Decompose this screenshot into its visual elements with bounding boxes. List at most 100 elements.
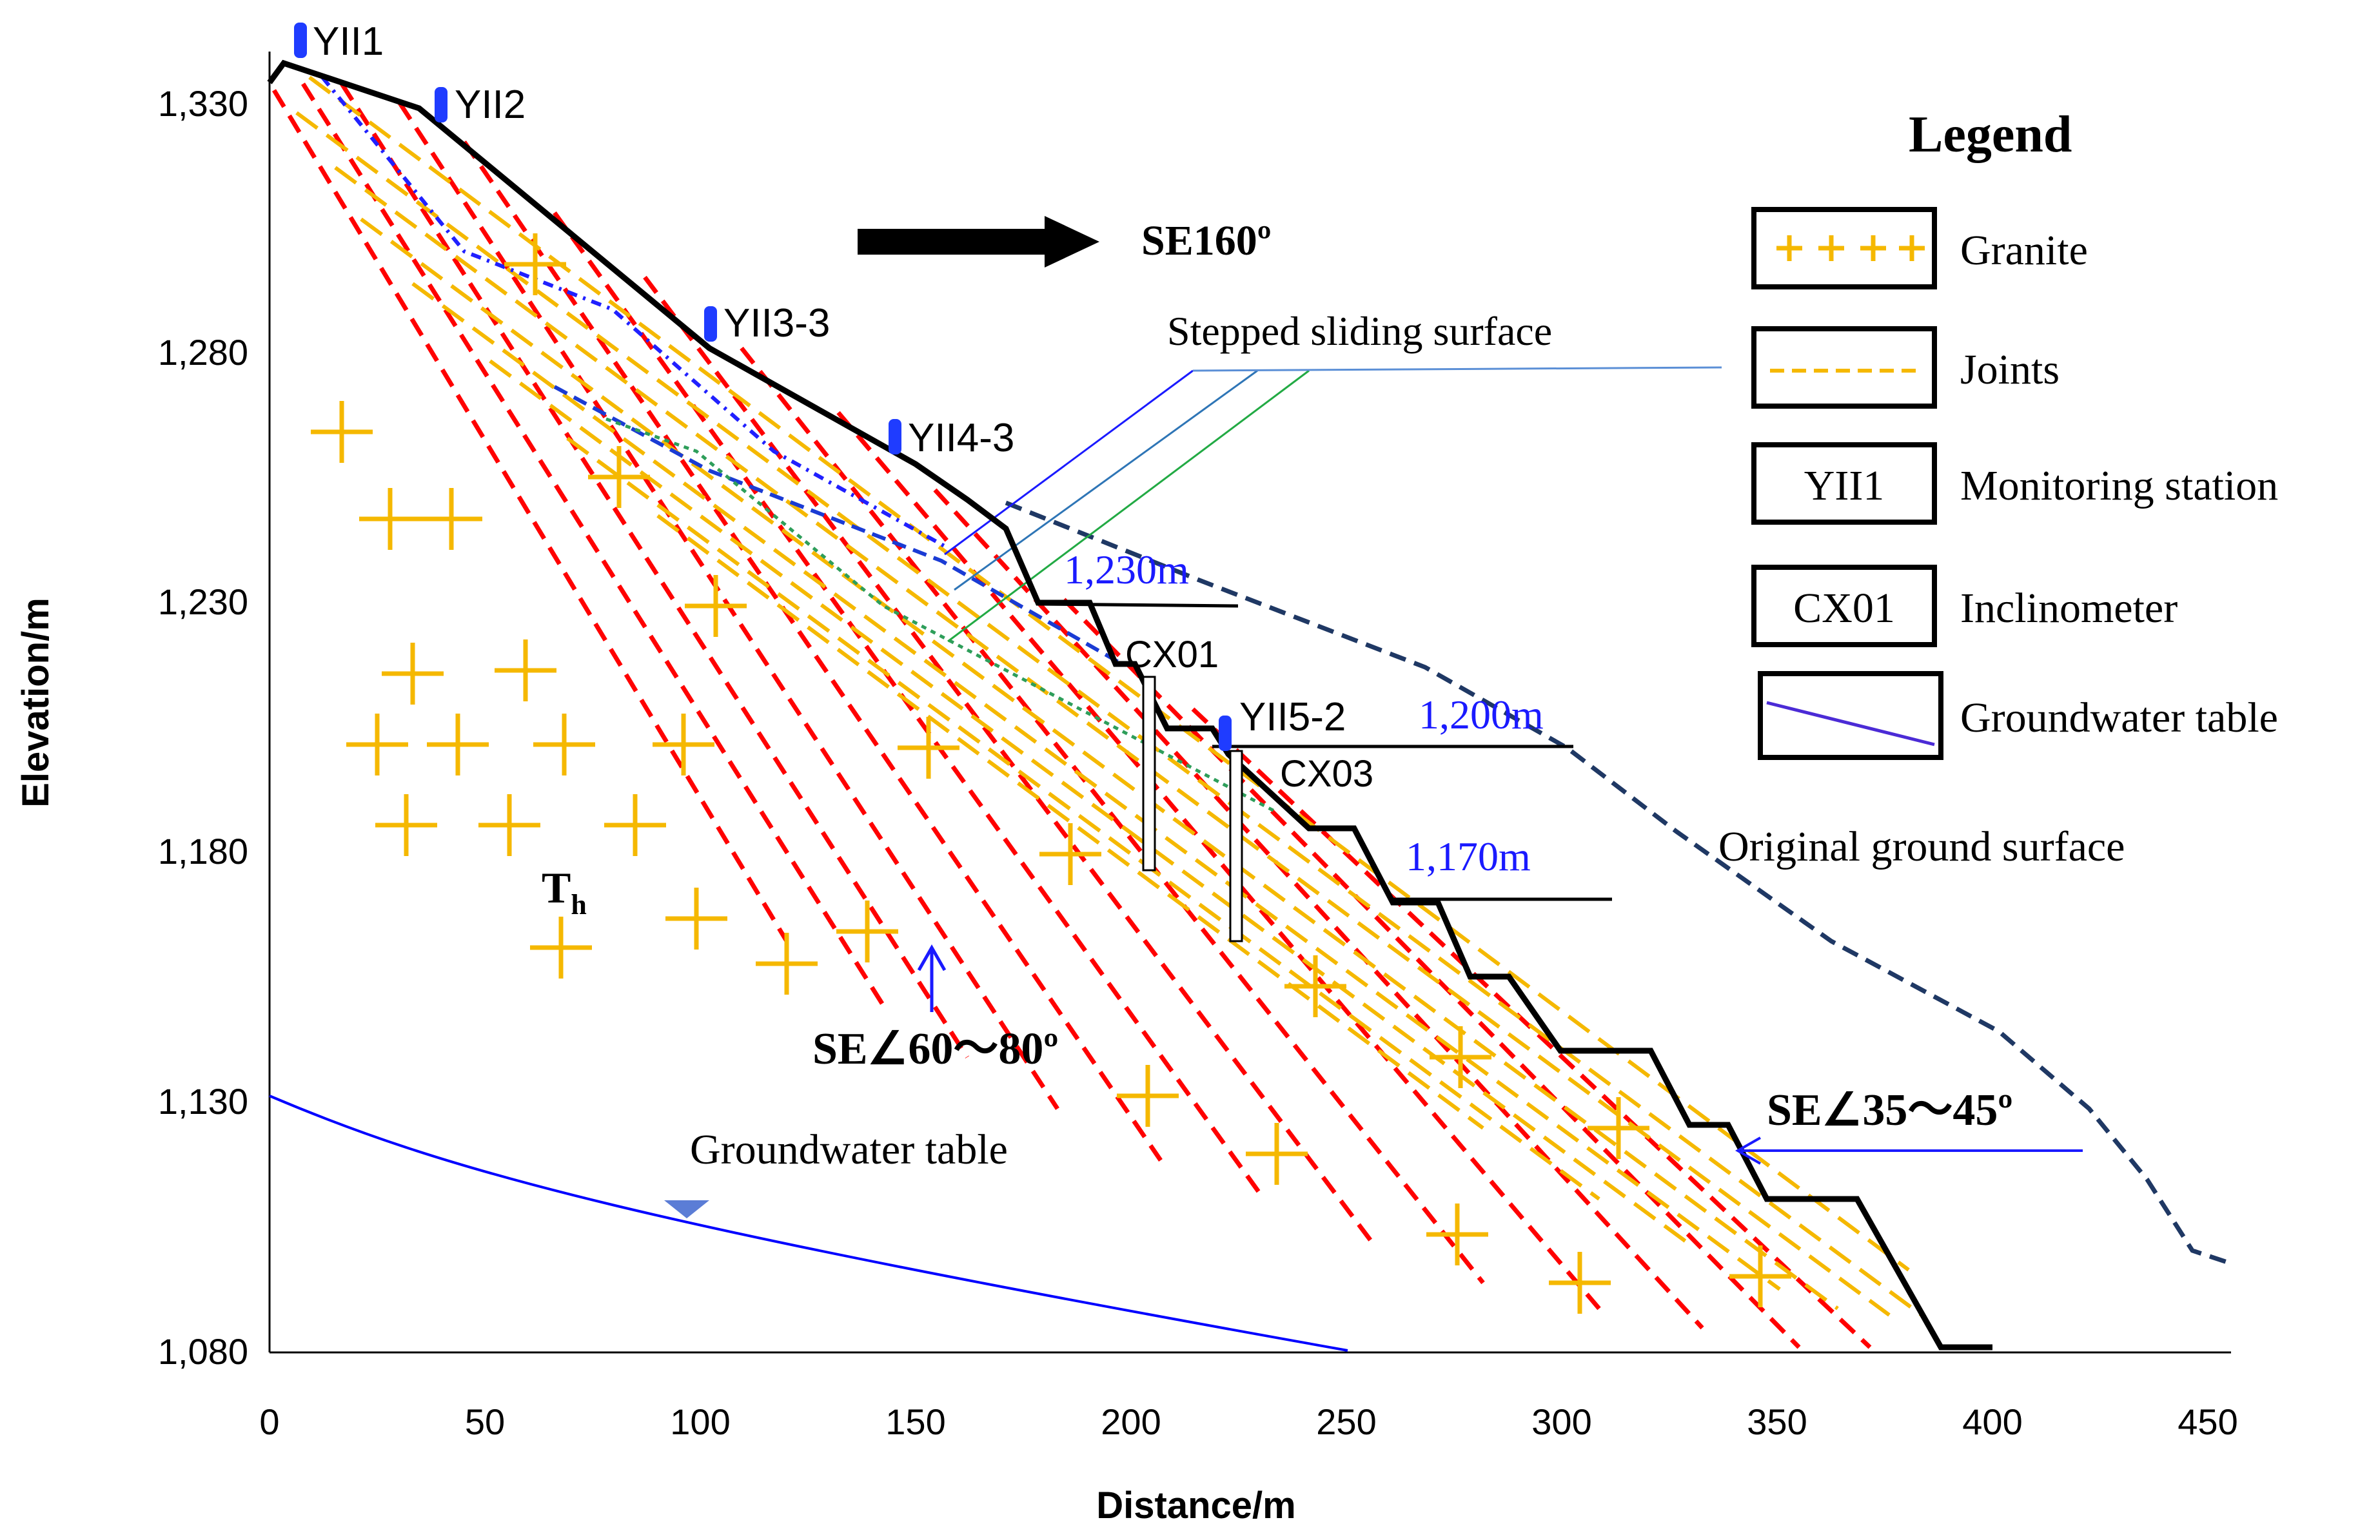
station-yii5-2-label: YII5-2	[1239, 695, 1346, 739]
y-axis-ticks: 1,330 1,280 1,230 1,180 1,130 1,080	[158, 83, 248, 1372]
granite-cross-icon	[685, 575, 747, 637]
x-tick-label: 400	[1962, 1401, 2022, 1442]
granite-cross-icon	[382, 643, 444, 705]
station-yii5-2-icon	[1219, 716, 1232, 751]
granite-cross-icon	[533, 714, 595, 775]
legend-title: Legend	[1909, 106, 2072, 163]
steep-joint	[462, 141, 1163, 1162]
granite-cross-icon	[375, 794, 437, 856]
granite-cross-icon	[1246, 1123, 1308, 1185]
sliding-surface-pointers	[944, 366, 1722, 643]
station-yii4-3-icon	[889, 419, 901, 454]
y-axis-title: Elevation/m	[15, 598, 57, 808]
granite-cross-icon	[756, 933, 818, 995]
water-level-triangle-icon	[664, 1200, 709, 1218]
legend-granite-swatch	[1751, 207, 1937, 289]
granite-cross-icon	[1729, 1245, 1791, 1307]
gentle-joint	[566, 436, 1600, 1201]
rock-unit-subscript: h	[571, 889, 586, 921]
granite-crosses	[311, 233, 1791, 1314]
granite-cross-icon	[420, 488, 482, 550]
legend-granite-crosses-icon	[1776, 235, 1925, 261]
granite-cross-icon	[1284, 955, 1346, 1017]
y-tick-label: 1,330	[158, 83, 248, 124]
steep-joint-arrowhead-icon	[917, 944, 947, 971]
inclinometer-cx01-tube	[1142, 676, 1156, 872]
pointer-line	[944, 369, 1194, 556]
granite-cross-icon	[1588, 1097, 1649, 1159]
gentle-joints	[295, 75, 1923, 1317]
legend-inclinometer-swatch	[1751, 565, 1937, 647]
x-tick-label: 100	[670, 1401, 730, 1442]
x-tick-label: 450	[2178, 1401, 2237, 1442]
granite-cross-icon	[604, 794, 666, 856]
legend-granite-label: Granite	[1960, 227, 2088, 274]
legend-inclinometer-swatch-text: CX01	[1793, 585, 1895, 632]
granite-cross-icon	[359, 488, 421, 550]
gentle-joint	[295, 111, 1923, 1317]
station-yii1-label: YII1	[313, 19, 384, 64]
steep-joint	[740, 346, 1485, 1285]
granite-cross-icon	[478, 794, 540, 856]
granite-cross-icon	[1117, 1065, 1179, 1127]
x-axis-ticks: 0 50 100 150 200 250 300 350 400 450	[259, 1401, 2237, 1442]
granite-cross-icon	[653, 714, 714, 775]
station-yii2-label: YII2	[455, 83, 526, 127]
legend-station-label: Monitoring station	[1960, 462, 2278, 509]
steep-joints-label: SE∠60～80º	[812, 1024, 1058, 1074]
legend-station-swatch	[1751, 442, 1937, 525]
original-ground-surface-label: Original ground surface	[1718, 823, 2125, 870]
pointer-line	[954, 369, 1258, 591]
granite-cross-icon	[588, 446, 650, 508]
granite-cross-icon	[427, 714, 489, 775]
x-axis-title: Distance/m	[1096, 1485, 1295, 1526]
granite-cross-icon	[1549, 1252, 1611, 1314]
elevation-1200-label: 1,200m	[1419, 692, 1544, 737]
steep-joint	[1062, 598, 1801, 1349]
inclinometer-cx03-label: CX03	[1280, 753, 1373, 795]
monitoring-stations	[294, 23, 1232, 751]
inclinometer-cx03-tube	[1229, 750, 1243, 942]
x-tick-label: 300	[1531, 1401, 1591, 1442]
granite-cross-icon	[311, 401, 373, 463]
rock-unit-symbol: T	[542, 863, 571, 912]
granite-cross-icon	[530, 917, 592, 979]
legend-joints-swatch	[1751, 326, 1937, 409]
elevation-1230-label: 1,230m	[1064, 547, 1189, 592]
groundwater-table-label: Groundwater table	[690, 1126, 1008, 1173]
granite-cross-icon	[665, 888, 727, 950]
gentle-joint	[308, 75, 1910, 1272]
x-tick-label: 350	[1747, 1401, 1807, 1442]
gentle-joint	[334, 166, 1891, 1317]
steep-joint	[1191, 707, 1872, 1349]
y-tick-label: 1,230	[158, 581, 248, 622]
direction-label: SE160º	[1141, 217, 1272, 264]
groundwater-table-line	[269, 1095, 1348, 1352]
x-tick-label: 250	[1316, 1401, 1376, 1442]
x-tick-label: 150	[885, 1401, 945, 1442]
axes	[268, 52, 2231, 1354]
legend-groundwater-label: Groundwater table	[1960, 694, 2278, 741]
gentle-joints-label: SE∠35～45º	[1767, 1086, 2012, 1135]
steep-joint	[340, 83, 969, 1058]
sliding-surface-lower	[605, 417, 1278, 814]
station-yii1-icon	[294, 23, 307, 58]
present-ground-surface-line	[267, 59, 1992, 1350]
y-tick-label: 1,280	[158, 332, 248, 373]
granite-cross-icon	[898, 717, 959, 779]
gentle-joint-arrowhead-icon	[1735, 1136, 1761, 1165]
legend-groundwater-line-icon	[1766, 701, 1935, 746]
x-tick-label: 50	[465, 1401, 505, 1442]
sliding-surface-middle	[553, 385, 1123, 666]
stepped-sliding-surface-label: Stepped sliding surface	[1167, 308, 1552, 354]
rock-unit-label: Th	[542, 863, 587, 921]
legend: Legend Granite Joints YII1 Monitoring st…	[1751, 106, 2278, 760]
legend-groundwater-swatch	[1758, 671, 1943, 760]
x-tick-label: 0	[259, 1401, 279, 1442]
steep-joint	[301, 83, 885, 1007]
gentle-joint	[360, 217, 1839, 1311]
granite-cross-icon	[504, 233, 566, 295]
x-tick-label: 200	[1101, 1401, 1161, 1442]
granite-cross-icon	[836, 901, 898, 962]
